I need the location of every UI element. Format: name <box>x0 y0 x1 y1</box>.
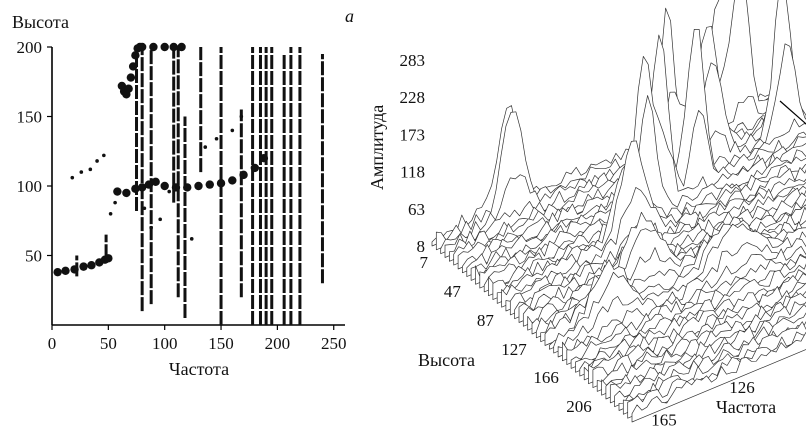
panel-a-data-points <box>53 42 269 277</box>
panel-a-data-point <box>183 183 192 192</box>
panel-a-ticks: 0 50 100 150 200 250 50 100 150 200 <box>17 38 347 353</box>
panel-a-data-point <box>79 170 84 174</box>
panel-a-data-point <box>79 262 88 271</box>
panel-a-x-axis-title: Частота <box>169 359 229 379</box>
panel-a-data-point <box>122 188 131 198</box>
panel-b-y-tick-label: 127 <box>501 340 527 359</box>
panel-b-z-tick-label: 63 <box>408 200 425 219</box>
panel-a-data-point <box>194 181 203 191</box>
panel-b-y-tick-label: 47 <box>444 282 462 301</box>
panel-a-data-point <box>61 266 70 275</box>
panel-a-data-point <box>205 180 214 189</box>
panel-a-data-point <box>149 42 158 52</box>
panel-a-letter: a <box>345 6 354 26</box>
panel-a-data-point <box>151 177 160 187</box>
panel-a-x-tick-label: 200 <box>265 334 291 353</box>
panel-a-y-tick-label: 150 <box>17 108 43 127</box>
panel-b-y-tick-label: 87 <box>477 311 495 330</box>
panel-b-x-tick-label: 126 <box>729 378 755 397</box>
panel-b-z-tick-label: 173 <box>400 125 426 144</box>
panel-b-y-tick-label: 206 <box>566 397 592 416</box>
panel-a-data-point <box>104 254 113 263</box>
panel-a-data-point <box>131 51 140 60</box>
panel-a-x-tick-label: 50 <box>100 334 117 353</box>
panel-b-z-tick-label: 118 <box>400 163 425 182</box>
panel-a-data-point <box>171 183 181 192</box>
panel-b-y-tick-label: 166 <box>533 368 559 387</box>
panel-a-data-point <box>228 176 237 185</box>
panel-a-vertical-traces <box>75 47 324 325</box>
panel-a-data-point <box>160 181 169 191</box>
panel-a-data-point <box>177 42 186 52</box>
panel-a-x-tick-label: 100 <box>152 334 178 353</box>
panel-a-data-point <box>126 73 136 82</box>
panel-a-data-point <box>189 237 194 241</box>
panel-b-surface-profile <box>631 331 806 423</box>
panel-a-y-tick-label: 200 <box>17 38 43 57</box>
panel-a-data-point <box>70 265 79 274</box>
panel-a-data-point <box>230 128 235 133</box>
panel-a-data-point <box>142 206 147 211</box>
panel-b-y-axis-title: Высота <box>418 350 475 370</box>
panel-a-data-point <box>108 212 113 216</box>
panel-b-y-tick-label: 7 <box>420 253 429 272</box>
panel-a-x-tick-label: 150 <box>208 334 234 353</box>
panel-a-data-point <box>250 163 260 173</box>
panel-a-data-point <box>124 84 133 93</box>
panel-a-y-axis-title: Высота <box>12 12 69 32</box>
panel-a-x-tick-label: 0 <box>48 334 57 353</box>
panel-b-z-tick-label: 283 <box>400 51 426 70</box>
panel-b-ticks: 8631181732282837478712716620624664686126… <box>400 51 755 429</box>
panel-a-data-point <box>113 187 122 196</box>
panel-a-data-point <box>144 180 154 189</box>
panel-b-y-tick-label: 246 <box>599 426 625 429</box>
panel-a-y-tick-label: 100 <box>17 177 43 196</box>
panel-a-data-point <box>95 159 99 163</box>
panel-a-data-point <box>131 184 140 193</box>
panel-a-data-point <box>137 42 147 52</box>
panel-a-data-point <box>259 154 269 163</box>
panel-a-data-point <box>158 217 162 222</box>
panel-a-data-point <box>239 170 248 180</box>
panel-a-data-point <box>102 153 106 158</box>
panel-a-data-point <box>216 179 226 188</box>
panel-a-data-point <box>113 200 117 205</box>
panel-a-scatter-chart: a Высота Частота 0 50 100 150 200 250 50 100 150… <box>12 6 354 379</box>
panel-b-x-axis-title: Частота <box>716 397 776 417</box>
panel-a-data-point <box>149 225 153 230</box>
panel-b-z-tick-label: 228 <box>400 88 426 107</box>
panel-a-data-point <box>137 183 147 192</box>
panel-b-z-tick-label: 8 <box>417 237 426 256</box>
panel-a-data-point <box>70 175 75 180</box>
panel-a-data-point <box>214 136 219 141</box>
panel-a-data-point <box>128 62 138 71</box>
panel-b-z-axis-title: Амплитуда <box>367 105 387 190</box>
panel-a-data-point <box>167 189 171 194</box>
panel-b-x-tick-label: 165 <box>651 411 677 429</box>
panel-a-data-point <box>203 145 208 149</box>
panel-a-x-tick-label: 250 <box>321 334 347 353</box>
panel-a-data-point <box>160 42 169 52</box>
panel-a-data-point <box>169 42 178 52</box>
panel-a-data-point <box>87 261 96 270</box>
panel-b-surface <box>431 0 806 423</box>
panel-a-data-point <box>53 267 62 277</box>
panel-b-surface-chart: б Амплитуда Высота Частота 8631181732282… <box>367 0 806 429</box>
panel-a-data-point <box>239 114 244 119</box>
panel-a-y-tick-label: 50 <box>25 247 42 266</box>
panel-a-data-point <box>88 167 93 172</box>
